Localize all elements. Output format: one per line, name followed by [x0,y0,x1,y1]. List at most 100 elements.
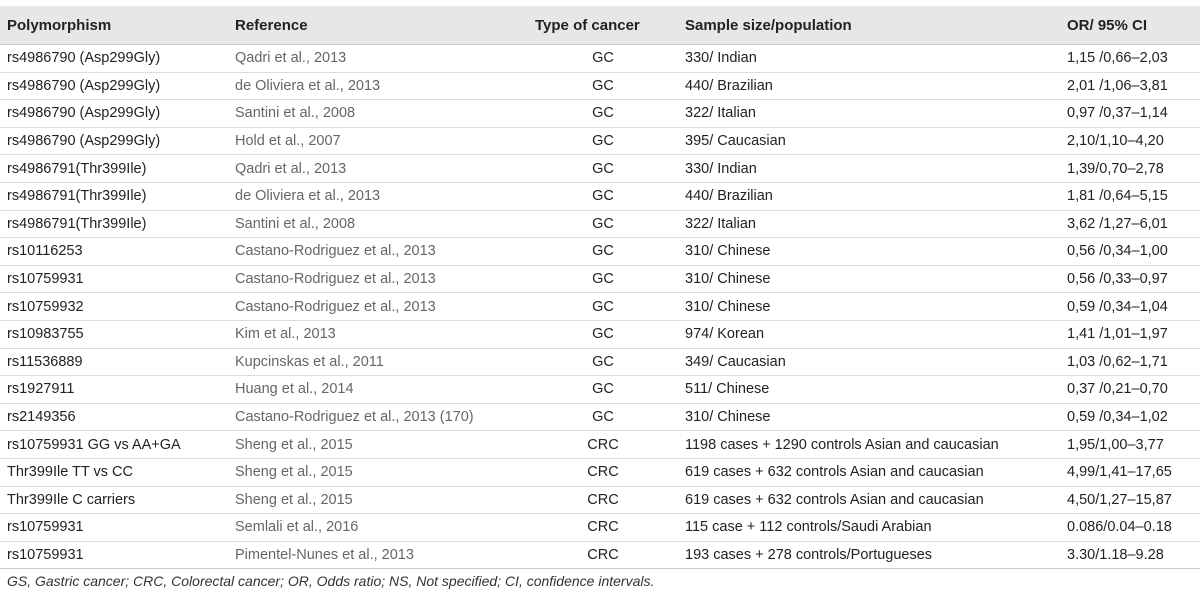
polymorphism-cell: rs10759931 [0,541,228,570]
polymorphism-cell: rs10759931 [0,513,228,542]
cancer-type-cell: GC [528,182,678,211]
cancer-type-cell: GC [528,265,678,294]
cancer-type-cell: GC [528,127,678,156]
or-ci-cell: 4,50/1,27–15,87 [1060,486,1200,515]
cancer-type-cell: GC [528,99,678,128]
sample-size-cell: 310/ Chinese [678,265,1060,294]
reference-cell: Santini et al., 2008 [228,99,528,128]
sample-size-cell: 310/ Chinese [678,403,1060,432]
table-row: rs4986790 (Asp299Gly) Santini et al., 200… [0,99,1200,128]
polymorphism-cell: Thr399Ile TT vs CC [0,458,228,487]
table-row: rs4986790 (Asp299Gly) Hold et al., 2007 GC… [0,127,1200,156]
or-ci-cell: 1,41 /1,01–1,97 [1060,320,1200,349]
or-ci-cell: 0.086/0.04–0.18 [1060,513,1200,542]
reference-cell: Sheng et al., 2015 [228,486,528,515]
table-row: rs2149356 Castano-Rodriguez et al., 2013 … [0,403,1200,432]
sample-size-cell: 349/ Caucasian [678,348,1060,377]
cancer-type-cell: GC [528,348,678,377]
cancer-type-cell: GC [528,375,678,404]
polymorphism-cell: rs4986790 (Asp299Gly) [0,127,228,156]
polymorphism-cell: Thr399Ile C carriers [0,486,228,515]
table-row: rs4986790 (Asp299Gly) de Oliviera et al.,… [0,72,1200,101]
cancer-type-cell: GC [528,403,678,432]
reference-cell: Kupcinskas et al., 2011 [228,348,528,377]
polymorphism-table: Polymorphism Reference Type of cancer Sa… [0,6,1200,570]
sample-size-cell: 974/ Korean [678,320,1060,349]
cancer-type-cell: GC [528,44,678,73]
sample-size-cell: 330/ Indian [678,154,1060,183]
table-body: rs4986790 (Asp299Gly) Qadri et al., 2013 G… [0,44,1200,570]
polymorphism-cell: rs10759931 GG vs AA+GA [0,430,228,459]
reference-cell: Pimentel-Nunes et al., 2013 [228,541,528,570]
sample-size-cell: 1198 cases + 1290 controls Asian and cau… [678,430,1060,459]
reference-cell: Qadri et al., 2013 [228,154,528,183]
or-ci-cell: 4,99/1,41–17,65 [1060,458,1200,487]
or-ci-cell: 1,15 /0,66–2,03 [1060,44,1200,73]
reference-cell: Castano-Rodriguez et al., 2013 (170) [228,403,528,432]
reference-cell: de Oliviera et al., 2013 [228,72,528,101]
reference-cell: Castano-Rodriguez et al., 2013 [228,265,528,294]
data-table-container: Polymorphism Reference Type of cancer Sa… [0,6,1200,570]
sample-size-cell: 115 case + 112 controls/Saudi Arabian [678,513,1060,542]
cancer-type-cell: GC [528,292,678,321]
reference-cell: Semlali et al., 2016 [228,513,528,542]
or-ci-cell: 3.30/1.18–9.28 [1060,541,1200,570]
table-row: rs4986790 (Asp299Gly) Qadri et al., 2013 G… [0,44,1200,73]
polymorphism-cell: rs10759932 [0,292,228,321]
polymorphism-cell: rs4986791(Thr399Ile) [0,182,228,211]
or-ci-cell: 1,39/0,70–2,78 [1060,154,1200,183]
sample-size-cell: 322/ Italian [678,210,1060,239]
sample-size-cell: 193 cases + 278 controls/Portugueses [678,541,1060,570]
sample-size-cell: 511/ Chinese [678,375,1060,404]
cancer-type-cell: CRC [528,430,678,459]
or-ci-cell: 1,95/1,00–3,77 [1060,430,1200,459]
header-type-of-cancer: Type of cancer [528,6,678,45]
reference-cell: Qadri et al., 2013 [228,44,528,73]
reference-cell: Kim et al., 2013 [228,320,528,349]
cancer-type-cell: GC [528,237,678,266]
table-row: rs10759931 Castano-Rodriguez et al., 2013… [0,265,1200,294]
sample-size-cell: 395/ Caucasian [678,127,1060,156]
table-row: rs10759931 Semlali et al., 2016 CRC 115 cas… [0,513,1200,542]
polymorphism-cell: rs4986790 (Asp299Gly) [0,72,228,101]
sample-size-cell: 619 cases + 632 controls Asian and cauca… [678,486,1060,515]
cancer-type-cell: CRC [528,513,678,542]
reference-cell: de Oliviera et al., 2013 [228,182,528,211]
cancer-type-cell: GC [528,154,678,183]
reference-cell: Sheng et al., 2015 [228,430,528,459]
sample-size-cell: 440/ Brazilian [678,72,1060,101]
polymorphism-cell: rs4986791(Thr399Ile) [0,210,228,239]
polymorphism-cell: rs2149356 [0,403,228,432]
or-ci-cell: 0,97 /0,37–1,14 [1060,99,1200,128]
table-row: rs4986791(Thr399Ile) Santini et al., 2008… [0,210,1200,239]
table-row: rs10759931 Pimentel-Nunes et al., 2013 CRC… [0,541,1200,570]
cancer-type-cell: CRC [528,486,678,515]
header-or-ci: OR/ 95% CI [1060,6,1200,45]
polymorphism-cell: rs4986790 (Asp299Gly) [0,99,228,128]
table-row: rs10759932 Castano-Rodriguez et al., 2013… [0,292,1200,321]
table-row: rs10759931 GG vs AA+GA Sheng et al., 2015… [0,430,1200,459]
header-reference: Reference [228,6,528,45]
polymorphism-cell: rs4986790 (Asp299Gly) [0,44,228,73]
table-row: Thr399Ile C carriers Sheng et al., 2015 CR… [0,486,1200,515]
polymorphism-cell: rs10983755 [0,320,228,349]
reference-cell: Castano-Rodriguez et al., 2013 [228,292,528,321]
polymorphism-cell: rs11536889 [0,348,228,377]
polymorphism-cell: rs10759931 [0,265,228,294]
table-row: rs10116253 Castano-Rodriguez et al., 2013… [0,237,1200,266]
sample-size-cell: 310/ Chinese [678,292,1060,321]
reference-cell: Sheng et al., 2015 [228,458,528,487]
reference-cell: Hold et al., 2007 [228,127,528,156]
polymorphism-cell: rs1927911 [0,375,228,404]
or-ci-cell: 2,01 /1,06–3,81 [1060,72,1200,101]
table-row: rs1927911 Huang et al., 2014 GC 511/ Chines… [0,375,1200,404]
cancer-type-cell: CRC [528,458,678,487]
cancer-type-cell: GC [528,210,678,239]
table-row: rs11536889 Kupcinskas et al., 2011 GC 349/ … [0,348,1200,377]
sample-size-cell: 440/ Brazilian [678,182,1060,211]
or-ci-cell: 2,10/1,10–4,20 [1060,127,1200,156]
sample-size-cell: 619 cases + 632 controls Asian and cauca… [678,458,1060,487]
or-ci-cell: 0,56 /0,33–0,97 [1060,265,1200,294]
or-ci-cell: 0,56 /0,34–1,00 [1060,237,1200,266]
reference-cell: Castano-Rodriguez et al., 2013 [228,237,528,266]
